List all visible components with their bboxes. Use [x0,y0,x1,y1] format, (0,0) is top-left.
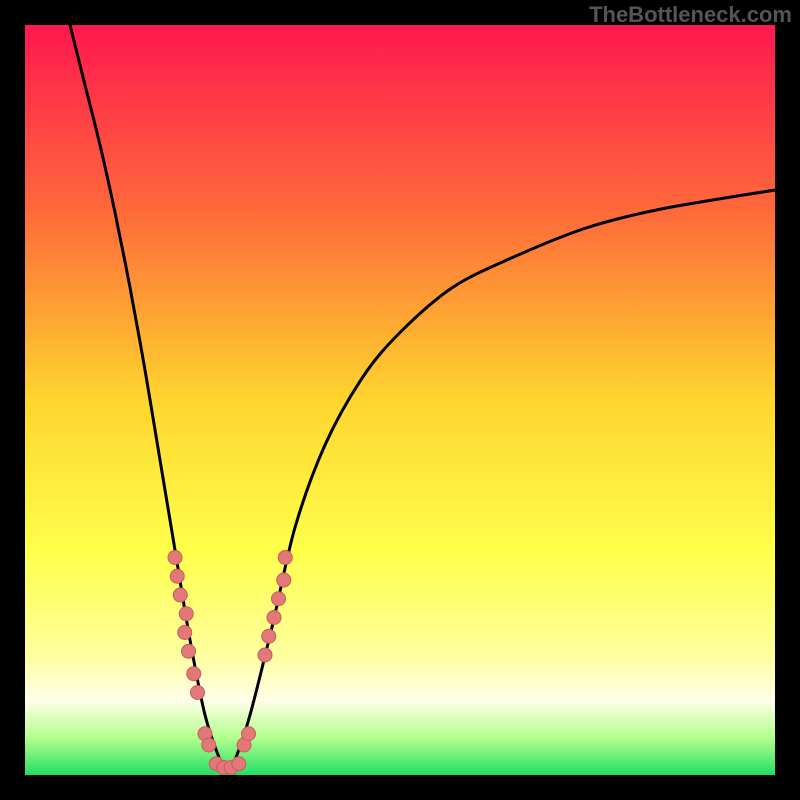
data-marker [277,573,291,587]
data-marker [267,611,281,625]
data-marker [278,551,292,565]
data-marker [232,757,246,771]
data-marker [262,629,276,643]
data-marker [179,607,193,621]
data-marker [242,727,256,741]
data-marker [182,644,196,658]
data-marker [170,569,184,583]
data-marker [272,592,286,606]
watermark-text: TheBottleneck.com [589,2,792,28]
chart-svg [0,0,800,800]
data-marker [202,738,216,752]
data-marker [258,648,272,662]
data-marker [173,588,187,602]
data-marker [168,551,182,565]
data-marker [191,686,205,700]
data-marker [187,667,201,681]
bottleneck-chart: TheBottleneck.com [0,0,800,800]
data-marker [178,626,192,640]
